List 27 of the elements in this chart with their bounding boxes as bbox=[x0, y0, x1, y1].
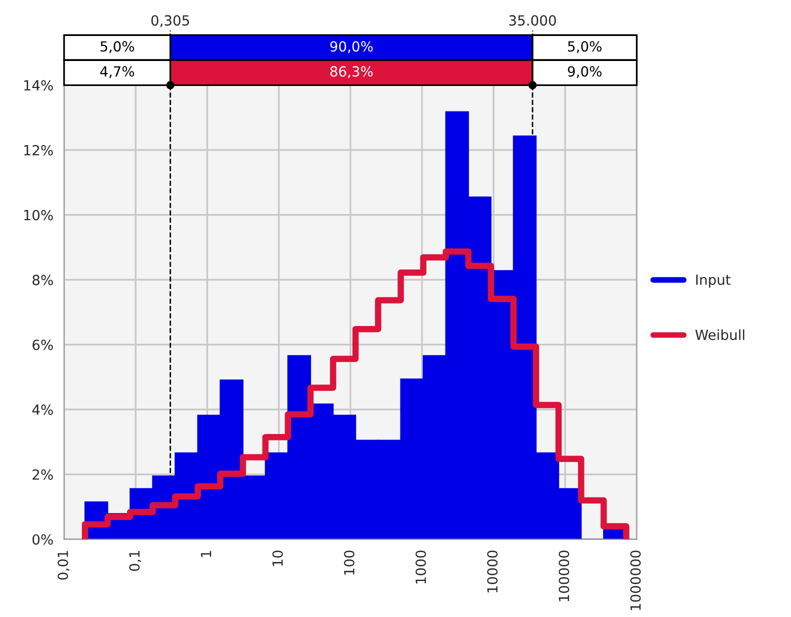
y-tick-label: 8% bbox=[32, 274, 53, 286]
x-tick-label: 100000 bbox=[558, 550, 570, 602]
x-tick-label: 1000 bbox=[416, 550, 426, 584]
ref-line-label: 0,305 bbox=[151, 15, 189, 28]
ref-line-label: 35.000 bbox=[509, 15, 556, 26]
y-tick-label: 0% bbox=[32, 534, 53, 545]
y-tick-label: 6% bbox=[32, 340, 53, 350]
y-tick-label: 14% bbox=[24, 80, 53, 91]
text: 90,0% bbox=[330, 41, 373, 54]
text: 86,3% bbox=[330, 66, 373, 78]
x-tick-label: 0,1 bbox=[129, 550, 142, 571]
x-tick-label: 10 bbox=[272, 550, 283, 566]
y-tick-label: 4% bbox=[32, 404, 53, 415]
x-tick-label: 0,01 bbox=[58, 550, 70, 580]
legend-label: Input bbox=[696, 274, 731, 288]
legend-label: Weibull bbox=[695, 329, 744, 340]
x-tick-label: 1 bbox=[200, 550, 212, 557]
x-tick-label: 10000 bbox=[487, 550, 498, 592]
text: 9,0% bbox=[568, 66, 602, 78]
text: 5,0% bbox=[568, 41, 602, 54]
x-tick-label: 1000000 bbox=[630, 550, 641, 610]
x-tick-label: 100 bbox=[344, 550, 354, 575]
y-tick-label: 10% bbox=[24, 210, 53, 220]
text: 5,0% bbox=[100, 41, 134, 54]
text: 4,7% bbox=[100, 66, 134, 78]
y-tick-label: 2% bbox=[32, 469, 53, 480]
y-tick-label: 12% bbox=[24, 144, 53, 156]
